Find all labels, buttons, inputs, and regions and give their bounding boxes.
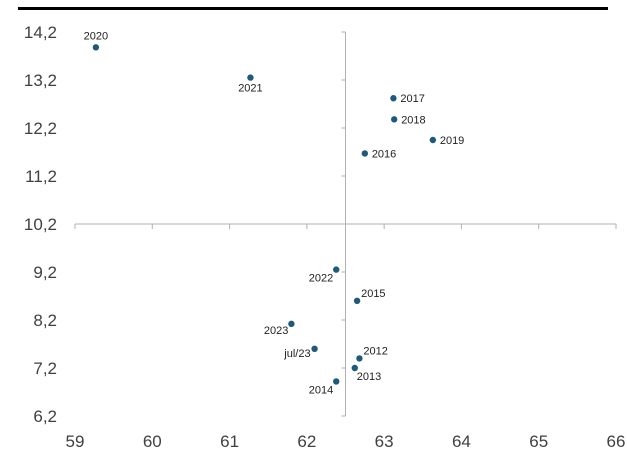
y-tick-label: 8,2 (33, 311, 57, 330)
y-tick-label: 14,2 (24, 23, 57, 42)
x-tick-label: 65 (529, 432, 548, 451)
x-tick-label: 66 (607, 432, 626, 451)
x-tick-label: 63 (375, 432, 394, 451)
data-label-2012: 2012 (363, 345, 387, 357)
data-label-jul-23: jul/23 (283, 348, 310, 360)
data-label-2016: 2016 (372, 148, 396, 160)
y-tick-label: 13,2 (24, 71, 57, 90)
y-tick-label: 12,2 (24, 119, 57, 138)
data-point-2019 (429, 136, 437, 144)
x-tick-label: 59 (66, 432, 85, 451)
data-point-2015 (353, 297, 361, 304)
x-tick-label: 62 (297, 432, 316, 451)
data-points (92, 44, 437, 385)
y-tick-label: 9,2 (33, 263, 57, 282)
data-point-2012 (356, 355, 363, 362)
data-point-jul-23 (311, 345, 318, 352)
data-label-2020: 2020 (84, 30, 108, 42)
data-label-2022: 2022 (309, 273, 333, 285)
axes (74, 31, 617, 417)
data-label-2019: 2019 (440, 135, 464, 147)
top-rule (18, 7, 608, 10)
tick-labels: 6,2 7,2 8,2 9,2 10,2 11,2 12,2 13,2 14,2 59 60 61 62… (24, 23, 626, 451)
data-point-2018 (390, 116, 398, 123)
data-label-2017: 2017 (400, 93, 424, 105)
data-label-2021: 2021 (238, 83, 262, 95)
data-label-2018: 2018 (401, 114, 425, 126)
data-label-2023: 2023 (264, 325, 288, 337)
x-tick-label: 61 (220, 432, 239, 451)
x-tick-label: 64 (452, 432, 471, 451)
data-point-2023 (288, 320, 295, 328)
y-tick-label: 6,2 (33, 407, 57, 426)
y-tick-label: 10,2 (24, 215, 57, 234)
y-tick-label: 7,2 (33, 359, 57, 378)
data-point-2017 (390, 95, 397, 102)
data-labels: 2020 2021 2017 2018 2019 2016 2022 2015 2023 jul/… (84, 30, 465, 396)
data-point-2016 (361, 150, 369, 157)
y-tick-label: 11,2 (25, 167, 57, 186)
data-point-2020 (92, 44, 100, 51)
data-label-2015: 2015 (361, 288, 385, 300)
data-label-2014: 2014 (309, 384, 333, 396)
data-point-2022 (333, 266, 340, 273)
data-point-2021 (247, 74, 254, 81)
data-label-2013: 2013 (357, 371, 381, 383)
data-point-2013 (351, 364, 358, 372)
x-tick-label: 60 (143, 432, 162, 451)
data-point-2014 (333, 378, 340, 385)
